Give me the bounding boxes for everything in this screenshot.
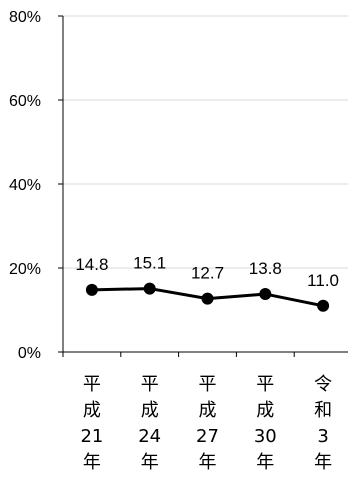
data-label: 15.1 — [133, 254, 166, 273]
y-axis-tick-labels: 0% 20% 40% 60% 80% — [9, 9, 41, 362]
x-axis-tick-labels: 平成 21 年 平成 24 年 平成 27 年 平成 30 年 令和 3 年 — [80, 374, 332, 473]
x-tick-label: 平成 30 年 — [254, 374, 277, 473]
x-tick-label: 平成 27 年 — [196, 374, 219, 473]
y-tick-label: 0% — [18, 345, 41, 362]
data-label: 11.0 — [307, 271, 339, 290]
data-point — [317, 299, 330, 312]
y-tick-label: 40% — [9, 177, 41, 194]
data-label: 14.8 — [75, 255, 108, 274]
data-point — [143, 282, 156, 295]
data-point — [85, 283, 98, 296]
series — [85, 282, 330, 312]
data-point — [201, 292, 214, 305]
x-tick-label: 平成 21 年 — [80, 374, 103, 473]
data-labels: 14.8 15.1 12.7 13.8 11.0 — [75, 254, 339, 290]
gridlines — [63, 15, 348, 269]
y-tick-label: 80% — [9, 9, 41, 26]
y-tick-label: 60% — [9, 93, 41, 110]
x-tick-label: 平成 24 年 — [138, 374, 161, 473]
data-label: 13.8 — [249, 259, 282, 278]
data-point — [259, 288, 272, 301]
data-label: 12.7 — [191, 264, 224, 283]
axes — [58, 15, 348, 357]
x-tick-label: 令和 3 年 — [314, 374, 332, 473]
y-tick-label: 20% — [9, 261, 41, 278]
